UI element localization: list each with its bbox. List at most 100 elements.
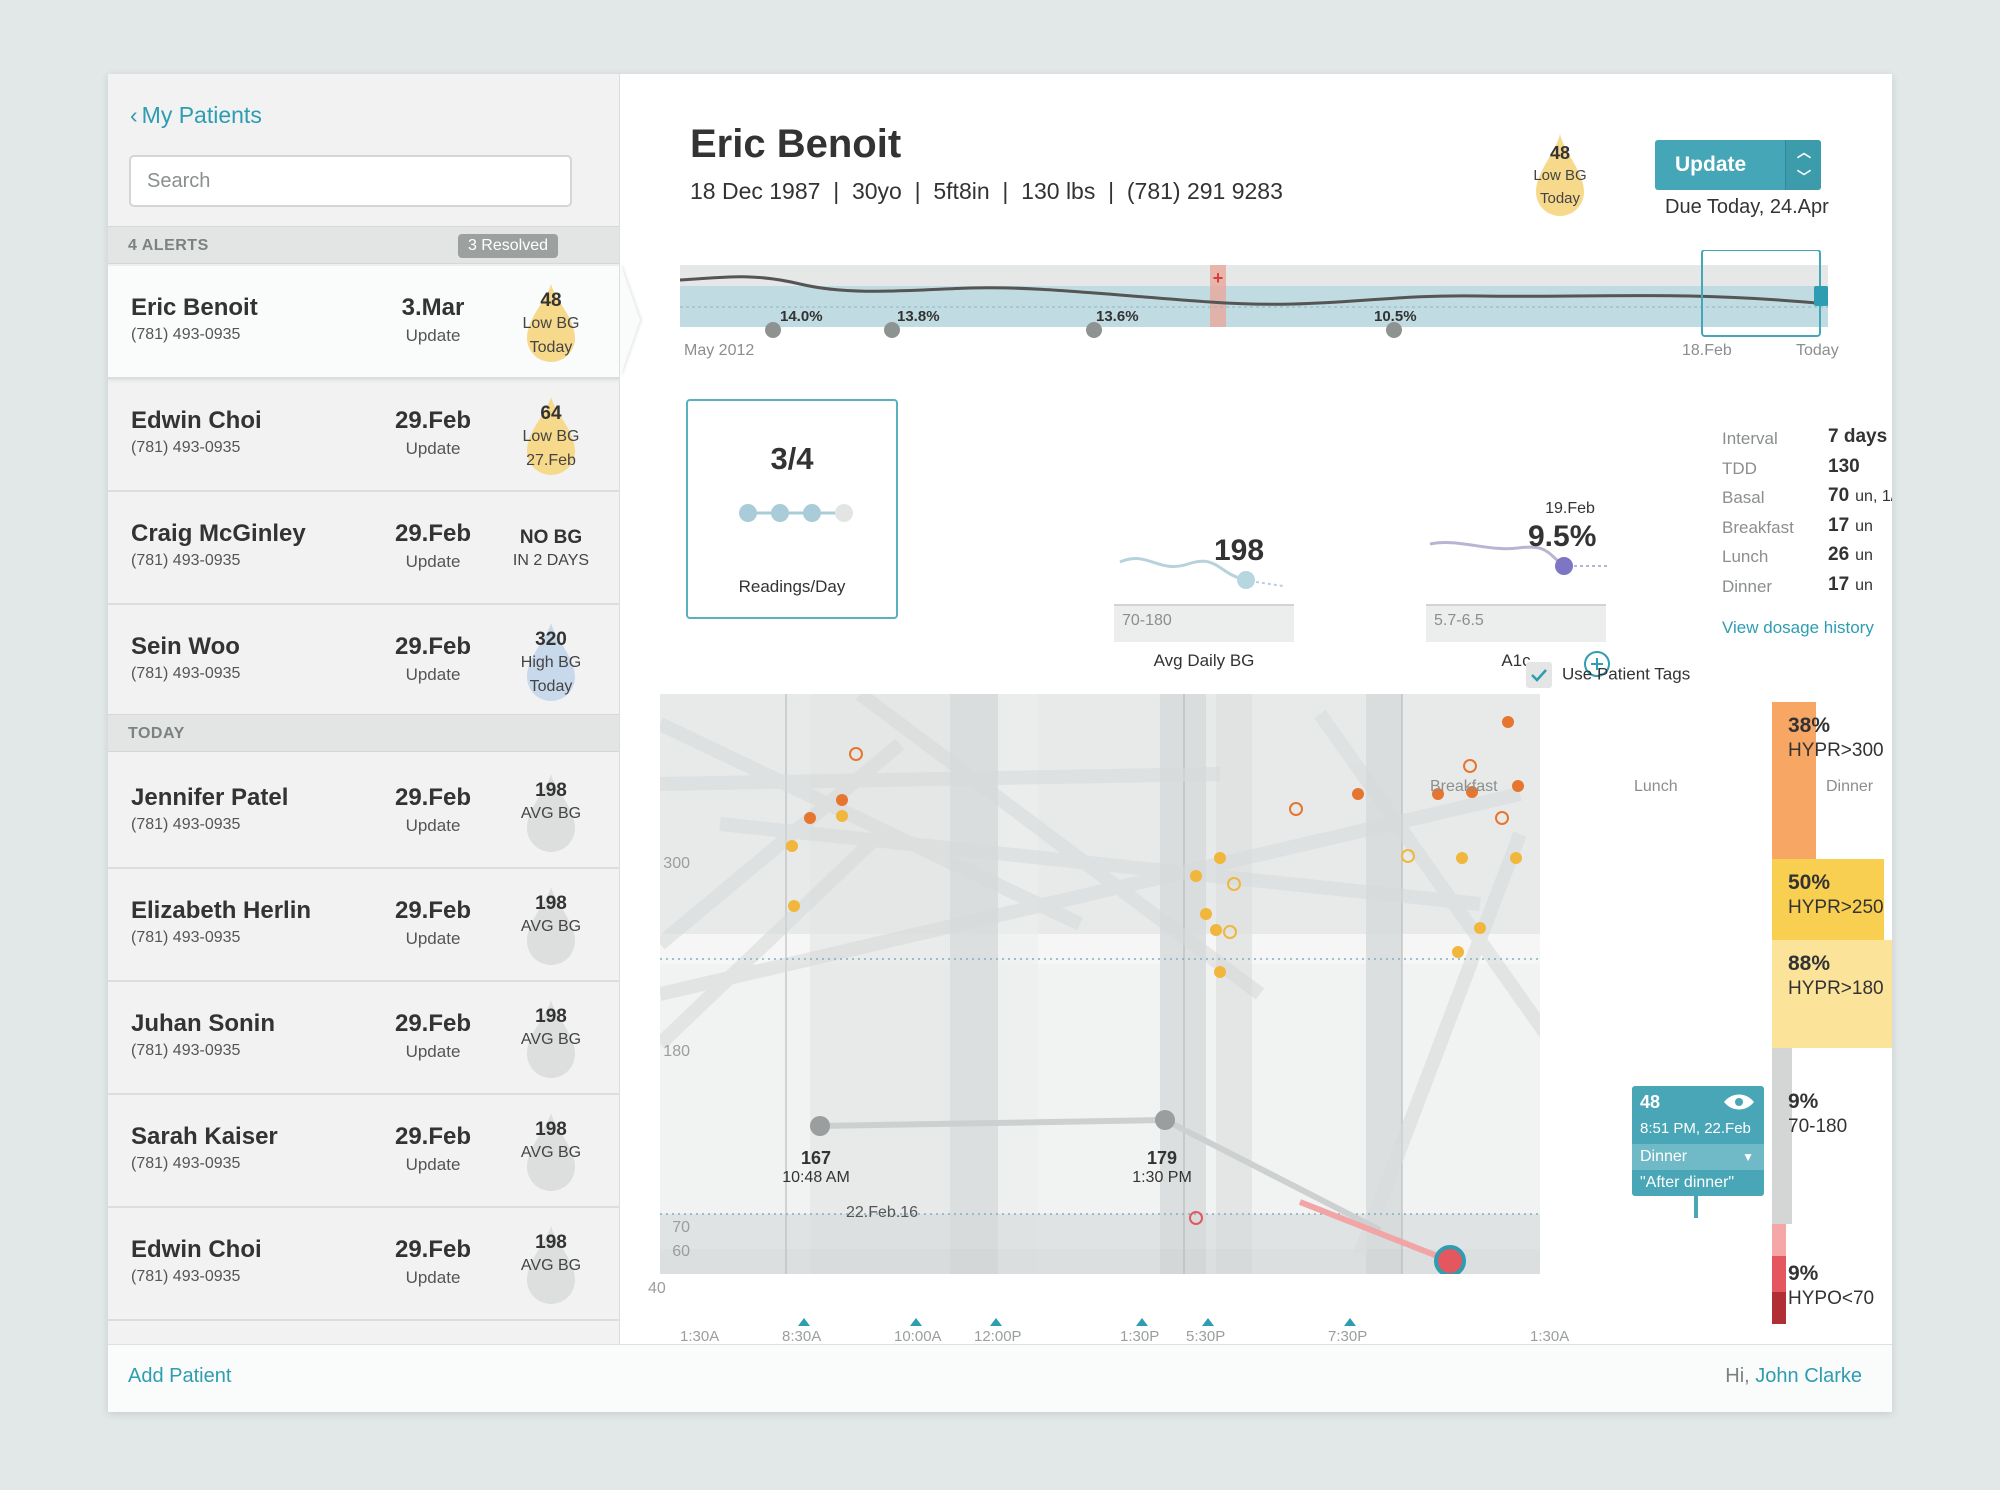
badge-value: 48	[1549, 143, 1571, 163]
patient-phone: (781) 493-0935	[131, 665, 241, 682]
dosage-key: Dinner	[1722, 576, 1773, 596]
patient-status: Update	[405, 929, 461, 948]
search-input[interactable]	[129, 155, 572, 207]
tooltip-datetime: 8:51 PM, 22.Feb	[1640, 1120, 1751, 1137]
use-patient-tags-checkbox[interactable]: Use Patient Tags	[1526, 662, 1690, 688]
readings-value: 3/4	[770, 441, 814, 476]
svg-text:180: 180	[663, 1043, 690, 1060]
patient-phone: (781) 493-0935	[131, 552, 241, 569]
range-pct: 88%	[1788, 952, 1831, 975]
range-bar[interactable]	[1772, 1048, 1792, 1224]
glucose-reading-point	[786, 840, 798, 852]
drop-icon	[527, 1113, 575, 1191]
app-window: ‹My Patients 4 ALERTS 3 Resolved Eric Be…	[108, 74, 1892, 1412]
badge-line2: Today	[529, 678, 573, 695]
a1c-value: 9.5%	[1528, 520, 1597, 553]
patient-phone: (781) 493-0935	[131, 1042, 241, 1059]
add-patient-link[interactable]: Add Patient	[128, 1365, 232, 1387]
patient-badge: NO BG IN 2 DAYS	[501, 506, 601, 590]
badge-line1: AVG BG	[520, 1144, 582, 1161]
x-tick: 5:30P	[1186, 1328, 1226, 1345]
patient-row[interactable]: Juhan Sonin (781) 493-0935 29.Feb Update…	[108, 982, 619, 1095]
patient-row[interactable]: Edwin Choi (781) 493-0935 29.Feb Update …	[108, 1208, 619, 1321]
timeline-handle[interactable]	[1814, 286, 1828, 306]
user-first-name[interactable]: John	[1755, 1365, 1799, 1387]
range-pct: 9%	[1788, 1090, 1819, 1113]
checkbox[interactable]	[1526, 662, 1552, 688]
x-tick-marker	[1136, 1318, 1148, 1326]
dosage-unit: un	[1855, 547, 1873, 564]
dosage-row: Basal 70 un, 1/d	[1722, 485, 1892, 515]
avg-bg-label: Avg Daily BG	[1153, 651, 1255, 670]
dosage-key: Basal	[1722, 488, 1765, 507]
a1c-marker: 13.6%	[1096, 308, 1139, 325]
badge-line1: AVG BG	[520, 1257, 582, 1274]
glucose-reading-point	[1401, 849, 1415, 863]
patient-row[interactable]: Eric Benoit (781) 493-0935 3.Mar Update …	[108, 266, 619, 379]
meal-label-breakfast: Breakfast	[1430, 778, 1498, 795]
add-a1c-icon[interactable]	[1582, 649, 1612, 679]
glucose-reading-point	[1227, 877, 1241, 891]
range-label: 38% HYPR>300	[1788, 714, 1884, 763]
chevron-down-icon[interactable]: ﹀	[1797, 169, 1811, 185]
eye-icon[interactable]	[1722, 1092, 1756, 1112]
reading-dot	[803, 504, 821, 522]
avg-bg-sparkline	[1119, 557, 1284, 589]
patient-row[interactable]: Edwin Choi (781) 493-0935 29.Feb Update …	[108, 379, 619, 492]
badge-line1: Low BG	[1533, 167, 1587, 184]
patient-row[interactable]: Sein Woo (781) 493-0935 29.Feb Update 32…	[108, 605, 619, 718]
back-label: My Patients	[141, 102, 262, 128]
update-button[interactable]: Update ︿ ﹀	[1655, 140, 1821, 190]
dosage-row: Interval 7 days	[1722, 426, 1892, 456]
dosage-value: 70 un, 1/d	[1828, 485, 1892, 507]
range-bar[interactable]	[1772, 940, 1892, 1048]
badge-value: 198	[535, 893, 567, 914]
reading-value: 179	[1146, 1148, 1178, 1168]
low-bg-badge: 48 Low BG Today	[1520, 130, 1600, 220]
reading-dot	[771, 504, 789, 522]
range-bar[interactable]	[1772, 702, 1816, 864]
chevron-up-icon[interactable]: ︿	[1797, 144, 1811, 160]
a1c-date: 19.Feb	[1545, 500, 1595, 517]
drop-icon	[527, 284, 575, 362]
user-last-name[interactable]: Clarke	[1804, 1365, 1862, 1387]
reading-date: 22.Feb.16	[846, 1204, 919, 1221]
tooltip-tag-select[interactable]: Dinner ▼	[1632, 1144, 1764, 1170]
reading-tooltip[interactable]: 48 8:51 PM, 22.Feb Dinner ▼ "After dinner…	[1632, 1086, 1764, 1218]
badge-line2: 27.Feb	[526, 452, 576, 469]
glucose-reading-point	[836, 794, 848, 806]
dosage-history-link[interactable]: View dosage history	[1722, 618, 1874, 637]
drop-icon	[527, 1000, 575, 1078]
glucose-reading-point	[1512, 780, 1524, 792]
avg-bg-range: 70-180	[1114, 604, 1294, 642]
update-stepper[interactable]: ︿ ﹀	[1785, 140, 1821, 190]
dosage-value: 26 un	[1828, 544, 1873, 566]
patient-row[interactable]: Sarah Kaiser (781) 493-0935 29.Feb Updat…	[108, 1095, 619, 1208]
badge-value: 198	[535, 1006, 567, 1027]
resolved-badge[interactable]: 3 Resolved	[457, 234, 558, 258]
glucose-reading-point	[1214, 966, 1226, 978]
x-tick: 7:30P	[1328, 1328, 1368, 1345]
a1c-range: 5.7-6.5	[1426, 604, 1606, 642]
a1c-sparkline	[1429, 540, 1608, 575]
glucose-reading-point	[849, 747, 863, 761]
check-icon	[1531, 669, 1547, 682]
glucose-reading-point	[1189, 1211, 1203, 1225]
scatter-plot[interactable]: 300 180 70 60	[660, 694, 1540, 1274]
timeline-start-label: May 2012	[684, 342, 755, 359]
dosage-key: Lunch	[1722, 547, 1769, 566]
patient-phone: (781) 493-0935	[131, 929, 241, 946]
back-to-patients-link[interactable]: ‹ My Patients	[130, 102, 262, 129]
range-pct: 38%	[1788, 714, 1831, 737]
readings-per-day-card[interactable]: 3/4 Readings/Day	[686, 399, 898, 619]
x-tick: 1:30A	[1530, 1328, 1570, 1345]
tooltip-note: "After dinner"	[1640, 1174, 1735, 1191]
patient-row[interactable]: Elizabeth Herlin (781) 493-0935 29.Feb U…	[108, 869, 619, 982]
patient-row[interactable]: Jennifer Patel (781) 493-0935 29.Feb Upd…	[108, 756, 619, 869]
badge-line1: AVG BG	[520, 805, 582, 822]
glucose-reading-point	[1466, 786, 1478, 798]
glucose-reading-point	[1474, 922, 1486, 934]
range-bar[interactable]	[1772, 859, 1884, 941]
history-timeline[interactable]: + 14.0% 13.8% 13.6% 10.5% May 2012 18.Fe…	[679, 249, 1892, 370]
patient-row[interactable]: Craig McGinley (781) 493-0935 29.Feb Upd…	[108, 492, 619, 605]
